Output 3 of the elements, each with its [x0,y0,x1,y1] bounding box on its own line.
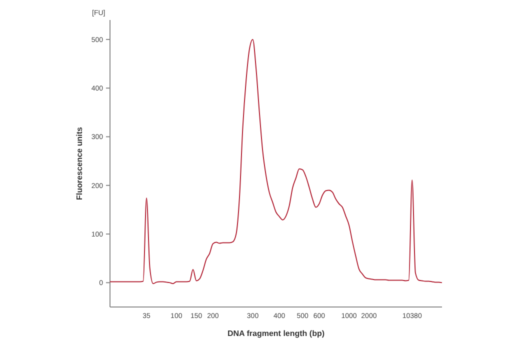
line-series [110,38,442,284]
y-axis-title: Fluorescence units [75,126,84,200]
x-axis-title: DNA fragment length (bp) [227,329,325,338]
